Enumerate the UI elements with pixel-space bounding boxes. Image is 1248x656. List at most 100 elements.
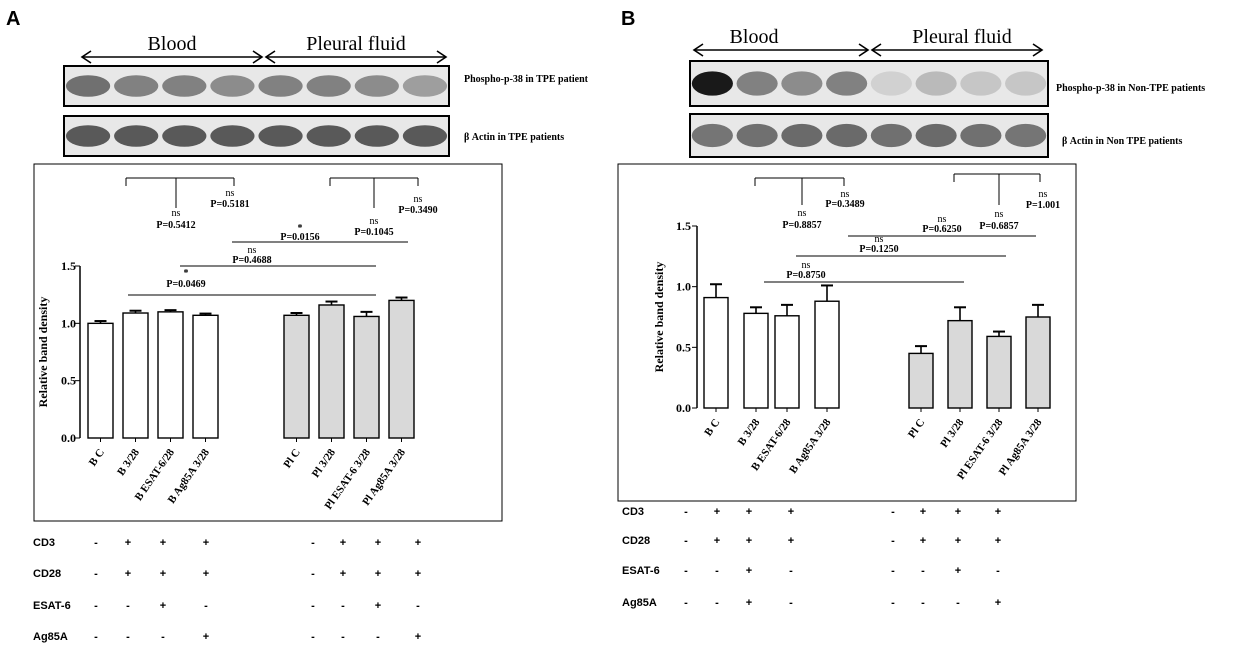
blot-band: [960, 71, 1002, 96]
blot-row1: [63, 65, 450, 107]
category-label-3: B Ag85A 3/28: [787, 416, 834, 475]
blot-band: [1005, 123, 1047, 148]
treatment-mark: -: [311, 537, 315, 549]
treatment-mark: +: [746, 506, 752, 518]
treatment-mark: -: [341, 631, 345, 643]
blood-arrow: [80, 50, 264, 64]
treatment-mark: +: [995, 506, 1001, 518]
treatment-name-0: CD3: [33, 537, 55, 549]
treatment-name-3: Ag85A: [33, 631, 68, 643]
arrow-head-right: [252, 50, 264, 64]
y-axis-label: Relative band density: [652, 262, 666, 373]
blot-band: [826, 123, 868, 148]
blot-band: [691, 71, 733, 96]
blot-band: [691, 123, 733, 148]
blot-row2: [689, 113, 1049, 158]
treatment-mark: -: [126, 600, 130, 612]
blot-band: [354, 75, 399, 97]
comparison-p-5: P=0.1250: [859, 244, 898, 255]
treatment-mark: -: [204, 600, 208, 612]
blot-band: [114, 125, 159, 147]
blot-band: [65, 75, 111, 97]
comparison-p-1: P=0.5181: [210, 199, 249, 210]
bar-5: [318, 304, 345, 439]
comparison-sig-6: ns: [802, 260, 811, 271]
comparison-p-6: P=0.0469: [166, 279, 205, 290]
blot-band: [915, 71, 957, 96]
bar-6: [353, 315, 380, 439]
panel-letter: A: [6, 8, 20, 30]
treatment-mark: -: [126, 631, 130, 643]
treatment-name-2: ESAT-6: [622, 565, 660, 577]
comparison-sig-1: ns: [841, 189, 850, 200]
blot-band: [354, 125, 399, 147]
pleural-arrow: [870, 43, 1044, 57]
blot-band: [870, 71, 912, 96]
comparison-sig-6: *: [184, 268, 189, 279]
blot-band: [960, 123, 1002, 148]
bar-3: [192, 314, 219, 439]
comparison-sig-0: ns: [798, 208, 807, 219]
blood-group-label: Blood: [148, 33, 197, 55]
treatment-mark: +: [746, 535, 752, 547]
comparison-p-2: P=0.6857: [979, 221, 1018, 232]
category-label-5: Pl 3/28: [938, 416, 967, 450]
bar-4: [908, 352, 934, 409]
blot-band: [870, 123, 912, 148]
treatment-mark: +: [788, 535, 794, 547]
comparison-p-4: P=0.0156: [280, 232, 319, 243]
comparison-sig-3: ns: [1039, 189, 1048, 200]
treatment-mark: -: [921, 597, 925, 609]
blot-band: [402, 75, 448, 97]
arrow-head-left: [870, 43, 882, 57]
bracket-0: [125, 177, 235, 208]
comparison-sig-0: ns: [172, 208, 181, 219]
bracket-0: [754, 177, 845, 205]
blot-band: [210, 125, 255, 147]
category-label-5: Pl 3/28: [310, 446, 339, 480]
treatment-name-1: CD28: [33, 568, 61, 580]
treatment-mark: +: [375, 568, 381, 580]
category-label-4: Pl C: [281, 447, 303, 471]
blot-row2-label: β Actin in TPE patients: [464, 132, 564, 143]
treatment-mark: +: [995, 597, 1001, 609]
blot-row1-label: Phospho-p-38 in TPE patient: [464, 74, 589, 85]
treatment-mark: +: [375, 537, 381, 549]
treatment-mark: -: [956, 597, 960, 609]
treatment-mark: -: [311, 600, 315, 612]
y-tick-label: 1.5: [676, 219, 691, 233]
arrow-head-right: [436, 50, 448, 64]
bar-0: [87, 322, 114, 439]
treatment-mark: +: [714, 506, 720, 518]
treatment-mark: -: [684, 565, 688, 577]
blot-band: [781, 71, 823, 96]
treatment-mark: -: [789, 565, 793, 577]
treatment-mark: -: [94, 631, 98, 643]
panel-b: B Blood Pleural fluid Phospho-p-38 in Non-T…: [617, 8, 1205, 609]
panel-a: A Blood Pleural fluid Phospho-p-38 in TPE p…: [6, 8, 589, 643]
treatment-mark: -: [94, 568, 98, 580]
pleural-group-label: Pleural fluid: [912, 26, 1011, 48]
blot-row1: [689, 60, 1049, 107]
bar-2: [157, 311, 184, 439]
category-label-1: B 3/28: [736, 416, 763, 448]
comparison-sig-4: ns: [938, 214, 947, 225]
blot-band: [402, 125, 448, 147]
treatment-name-3: Ag85A: [622, 597, 657, 609]
y-tick-label: 1.0: [61, 316, 76, 330]
chart-frame: [617, 163, 1077, 502]
blot-band: [258, 125, 303, 147]
treatment-mark: +: [415, 537, 421, 549]
bar-2: [774, 315, 800, 409]
blot-band: [258, 75, 303, 97]
treatment-mark: +: [203, 537, 209, 549]
blood-group-label: Blood: [730, 26, 779, 48]
bar-4: [283, 314, 310, 439]
treatment-mark: +: [955, 506, 961, 518]
blot-band: [826, 71, 868, 96]
blood-arrow: [692, 43, 870, 57]
blot-band: [781, 123, 823, 148]
y-tick-label: 1.0: [676, 280, 691, 294]
comparison-sig-4: *: [298, 223, 303, 234]
treatment-name-1: CD28: [622, 535, 650, 547]
